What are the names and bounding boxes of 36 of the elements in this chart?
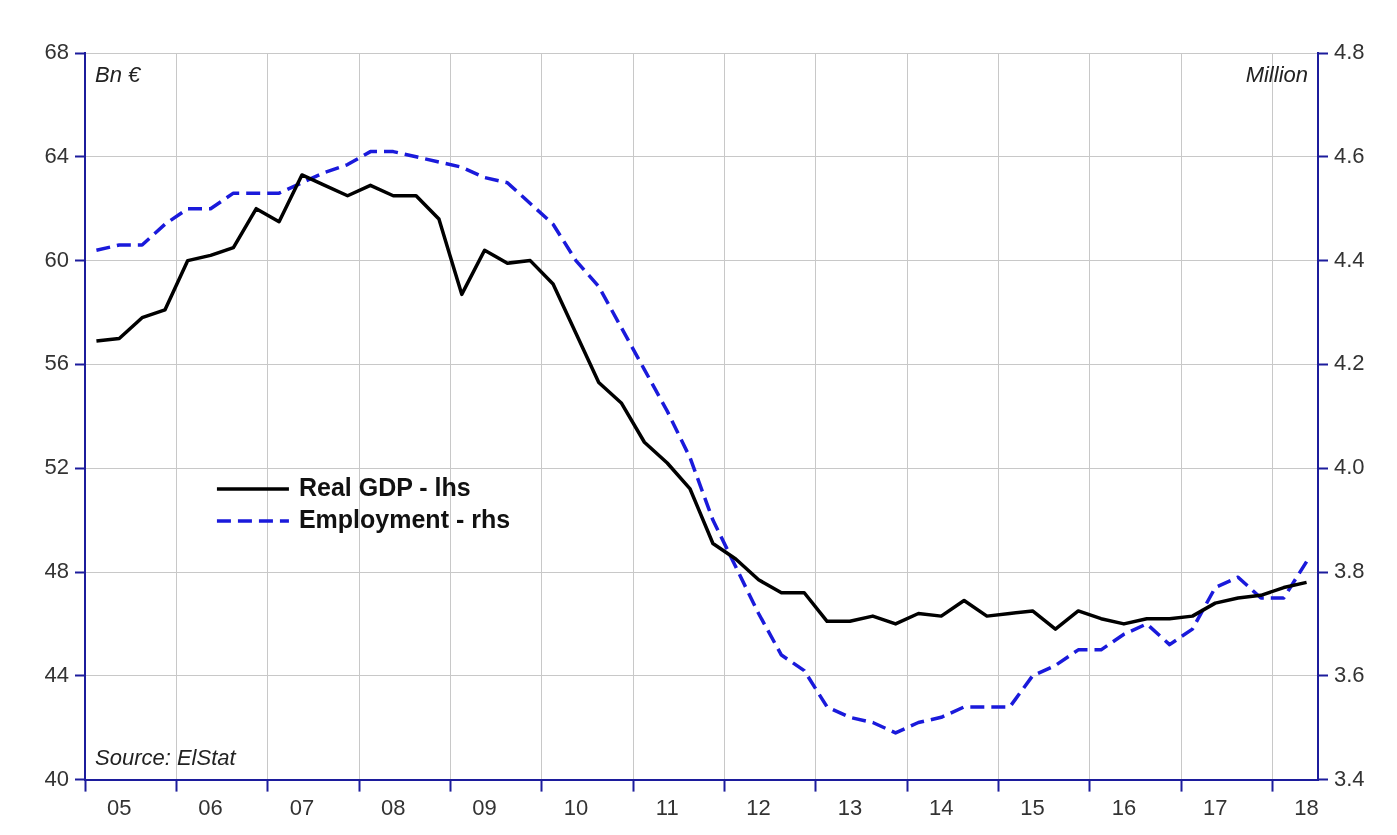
x-tick-label: 13 [837, 794, 863, 820]
y-tick-label: 52 [44, 454, 69, 480]
y2-tick-label: 3.6 [1334, 661, 1365, 687]
x-tick-label: 16 [1111, 794, 1137, 820]
x-tick-label: 12 [746, 794, 771, 820]
y-tick-label: 48 [44, 558, 69, 584]
y2-tick-label: 3.8 [1334, 558, 1365, 584]
x-tick-label: 09 [472, 794, 497, 820]
x-tick-label: 10 [563, 794, 589, 820]
y2-tick-label: 4.2 [1334, 350, 1365, 376]
y2-axis-title: Million [1245, 62, 1308, 88]
y2-tick-label: 4.0 [1334, 454, 1365, 480]
x-tick-label: 11 [655, 794, 679, 820]
y-tick-label: 44 [44, 661, 69, 687]
x-tick-label: 08 [381, 794, 406, 820]
x-tick-label: 17 [1203, 794, 1228, 820]
x-tick-label: 15 [1020, 794, 1045, 820]
y-tick-label: 56 [44, 350, 69, 376]
y-tick-label: 68 [44, 39, 69, 65]
x-tick-label: 06 [198, 794, 223, 820]
annotation: Source: ElStat [95, 744, 237, 770]
x-tick-label: 05 [107, 794, 132, 820]
y-tick-label: 40 [44, 765, 69, 791]
line-series [94, 149, 1309, 735]
x-tick-label: 07 [289, 794, 315, 820]
y-tick-label: 60 [44, 246, 69, 272]
y2-tick-label: 4.6 [1334, 142, 1365, 168]
legend-label: Employment - rhs [298, 504, 511, 533]
x-tick-label: 18 [1294, 794, 1319, 820]
y2-tick-label: 4.4 [1334, 246, 1365, 272]
y-tick-label: 64 [44, 142, 69, 168]
y-axis-title: Bn € [95, 62, 143, 88]
x-tick-label: 14 [929, 794, 954, 820]
y2-tick-label: 3.4 [1334, 765, 1365, 791]
legend-label: Real GDP - lhs [298, 472, 471, 501]
y2-tick-label: 4.8 [1334, 39, 1365, 65]
